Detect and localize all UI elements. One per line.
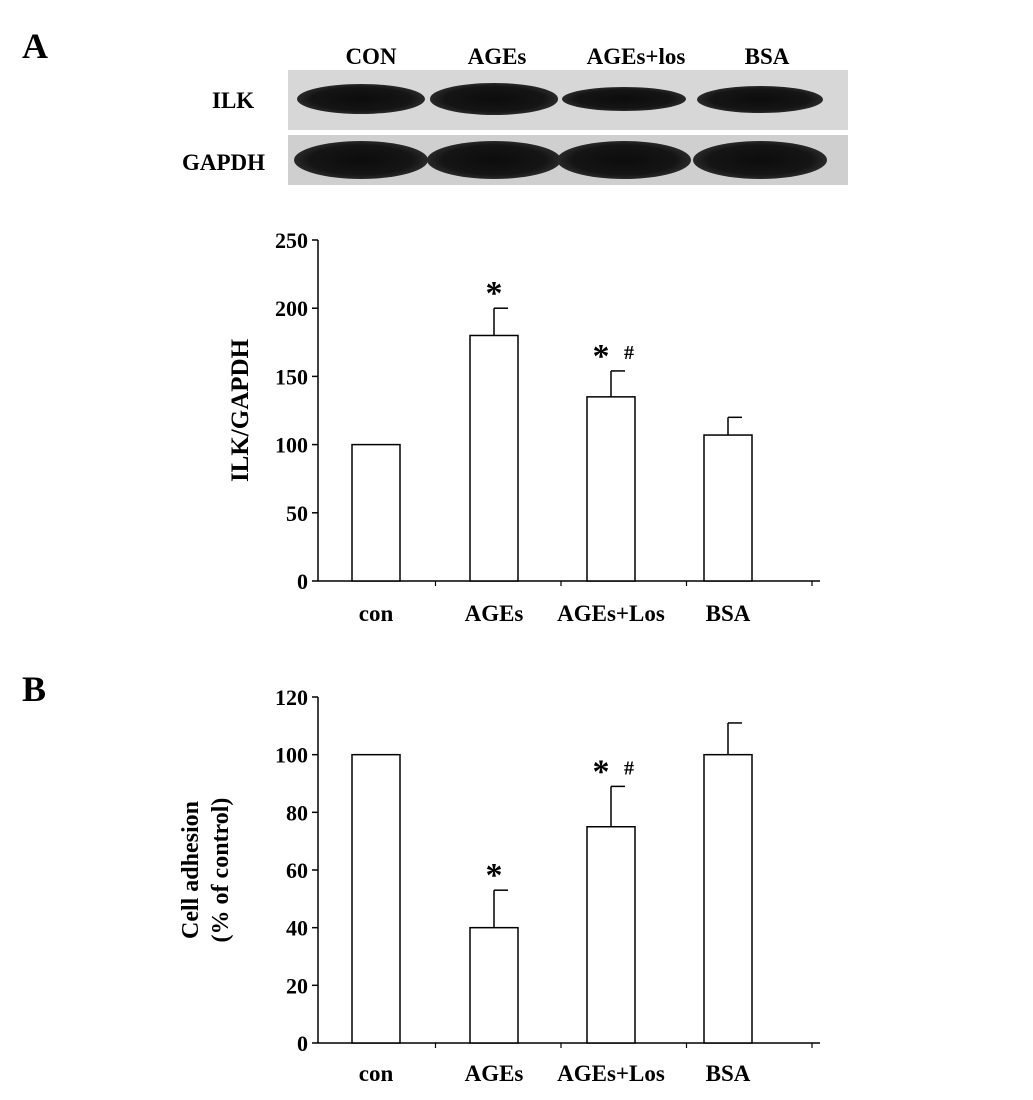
- chart2-y-axis-label: (% of control): [208, 798, 234, 943]
- chart2-category-label: AGEs: [465, 1061, 524, 1086]
- chart1-y-tick-label: 0: [297, 569, 308, 594]
- blot-row-label-ilk: ILK: [212, 88, 255, 113]
- blot-band-ilk-3: [696, 85, 824, 113]
- chart1-category-label: AGEs+Los: [557, 601, 665, 626]
- chart2-y-tick-label: 80: [286, 800, 308, 825]
- chart2-category-label: AGEs+Los: [557, 1061, 665, 1086]
- blot-band-gapdh-1: [427, 141, 561, 179]
- chart2-y-axis-label: Cell adhesion: [178, 801, 204, 939]
- chart1-bar-ages-los: [586, 396, 636, 582]
- chart2-y-tick-label: 20: [286, 973, 308, 998]
- blot-band-ilk-2: [561, 87, 687, 111]
- panel-a-label: A: [22, 26, 48, 66]
- blot-lane-label-ages-los: AGEs+los: [586, 44, 686, 69]
- blot-lane-label-ages: AGEs: [467, 44, 527, 69]
- chart2-category-label: con: [359, 1061, 394, 1086]
- chart1-bar-con: [351, 443, 401, 582]
- blot-lane-label-bsa: BSA: [744, 44, 790, 69]
- blot-band-gapdh-3: [693, 141, 827, 179]
- chart1-significance-star: *: [593, 338, 610, 375]
- chart1-y-tick-label: 250: [275, 228, 308, 253]
- chart1-category-label: AGEs: [465, 601, 524, 626]
- blot-band-gapdh-0: [294, 141, 428, 179]
- blot-band-ilk-0: [297, 84, 425, 114]
- chart2-bar-ages-los: [586, 826, 636, 1044]
- chart2-significance-star: *: [593, 753, 610, 790]
- blot-strip-gapdh: [288, 135, 848, 185]
- chart2-bar-ages: [469, 926, 519, 1044]
- chart1-y-axis-label: ILK/GAPDH: [227, 338, 254, 482]
- chart2-bar-con: [351, 753, 401, 1044]
- chart1-y-tick-label: 100: [275, 433, 308, 458]
- chart1-bar-bsa: [703, 434, 753, 582]
- blot-row-label-gapdh: GAPDH: [182, 150, 266, 175]
- chart1-significance-hash: #: [624, 342, 634, 364]
- blot-lane-label-con: CON: [345, 44, 397, 69]
- panel-b-label: B: [22, 669, 47, 709]
- chart1-category-label: BSA: [706, 601, 751, 626]
- chart2-y-tick-label: 120: [275, 685, 308, 710]
- blot-strip-ilk: [288, 70, 848, 130]
- chart1-category-label: con: [359, 601, 394, 626]
- chart1-y-tick-label: 50: [286, 501, 308, 526]
- chart1-y-tick-label: 150: [275, 364, 308, 389]
- chart1-bar-ages: [469, 334, 519, 582]
- chart2-category-label: BSA: [706, 1061, 751, 1086]
- blot-band-ilk-1: [429, 83, 559, 115]
- chart2-significance-hash: #: [624, 757, 634, 779]
- chart2-y-tick-label: 40: [286, 916, 308, 941]
- chart2-y-tick-label: 0: [297, 1031, 308, 1056]
- chart2-y-tick-label: 60: [286, 858, 308, 883]
- blot-band-gapdh-2: [557, 141, 691, 179]
- chart1-y-tick-label: 200: [275, 296, 308, 321]
- chart2-significance-star: *: [486, 857, 503, 894]
- chart2-y-tick-label: 100: [275, 743, 308, 768]
- chart1-significance-star: *: [486, 275, 503, 312]
- chart2-bar-bsa: [703, 753, 753, 1044]
